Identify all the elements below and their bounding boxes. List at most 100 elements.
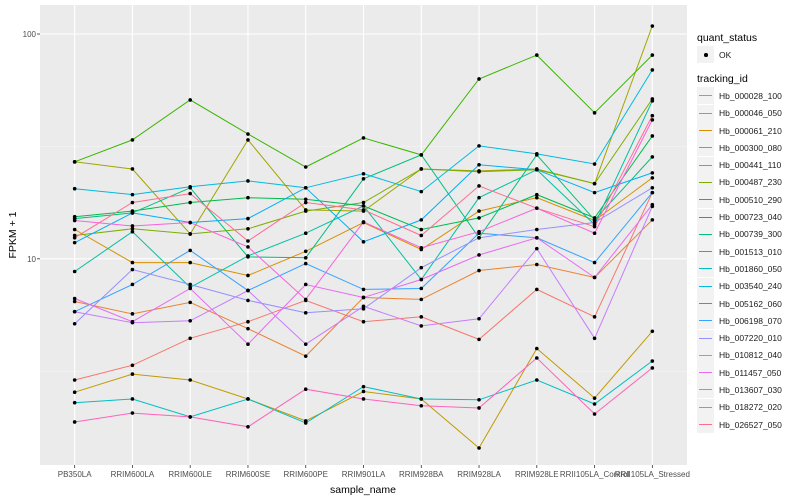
x-tick-label: RRIM600PE xyxy=(283,470,327,479)
data-point xyxy=(419,227,424,232)
data-point xyxy=(130,363,135,368)
line-key-icon xyxy=(697,173,714,191)
x-tick-label: RRIM928LE xyxy=(515,470,559,479)
data-point xyxy=(419,315,424,319)
data-point xyxy=(592,315,597,319)
data-point xyxy=(361,204,366,208)
data-point xyxy=(535,195,539,200)
line-key-icon xyxy=(697,381,714,399)
data-point xyxy=(535,206,539,210)
data-point xyxy=(592,218,597,222)
data-point xyxy=(650,171,655,175)
data-point xyxy=(650,68,655,72)
data-point xyxy=(303,421,308,425)
data-point xyxy=(535,167,539,172)
legend-label: Hb_013607_030 xyxy=(719,384,782,395)
data-point xyxy=(303,282,308,287)
data-point xyxy=(72,296,77,301)
data-point xyxy=(72,321,77,326)
legend-label: Hb_000061_210 xyxy=(719,125,782,136)
data-point xyxy=(246,245,250,249)
data-point xyxy=(419,397,424,401)
data-point xyxy=(419,153,424,157)
data-point xyxy=(130,372,135,376)
data-point xyxy=(303,261,308,266)
data-point xyxy=(477,337,481,342)
data-point xyxy=(419,403,424,408)
data-point xyxy=(72,309,77,314)
data-point xyxy=(246,273,250,278)
data-point xyxy=(188,232,192,236)
data-point xyxy=(246,319,250,324)
data-point xyxy=(650,176,655,180)
data-point xyxy=(592,220,597,225)
data-point xyxy=(188,185,192,189)
data-point xyxy=(419,324,424,328)
y-axis: 100 10 xyxy=(23,30,40,264)
y-tick-label: 100 xyxy=(23,30,37,39)
legend-item: Hb_000487_230 xyxy=(697,173,800,191)
data-point xyxy=(361,240,366,244)
data-point xyxy=(361,304,366,309)
line-key-icon xyxy=(697,329,714,347)
data-point xyxy=(72,227,77,232)
line-key-icon xyxy=(697,139,714,157)
data-point xyxy=(477,144,481,148)
data-point xyxy=(188,260,192,265)
data-point xyxy=(650,185,655,190)
legend-color-title: tracking_id xyxy=(697,73,748,86)
data-point xyxy=(650,329,655,334)
data-point xyxy=(650,99,655,103)
data-point xyxy=(246,424,250,429)
data-point xyxy=(130,211,135,215)
legend-label: Hb_001513_010 xyxy=(719,246,782,257)
point-key-icon xyxy=(697,46,714,64)
legend-item: Hb_005162_060 xyxy=(697,295,800,312)
data-point xyxy=(592,336,597,341)
data-point xyxy=(188,282,192,287)
data-point xyxy=(188,318,192,323)
data-point xyxy=(246,298,250,303)
data-point xyxy=(246,239,250,243)
data-point xyxy=(246,195,250,200)
data-point xyxy=(188,286,192,291)
data-point xyxy=(477,397,481,402)
legend-item: Hb_000723_040 xyxy=(697,208,800,226)
data-point xyxy=(246,342,250,347)
line-key-icon xyxy=(697,260,714,278)
data-point xyxy=(477,169,481,174)
data-point xyxy=(592,111,597,115)
x-tick-label: RRIM600LE xyxy=(168,470,212,479)
legend: quant_status OK tracking_id Hb_000028_10… xyxy=(697,30,800,434)
data-point xyxy=(303,249,308,254)
legend-label: Hb_003540_240 xyxy=(719,281,782,292)
data-point xyxy=(303,256,308,260)
legend-label: Hb_000723_040 xyxy=(719,212,782,223)
data-point xyxy=(592,181,597,186)
data-point xyxy=(361,397,366,401)
legend-item: Hb_010812_040 xyxy=(697,346,800,364)
data-point xyxy=(361,200,366,205)
data-point xyxy=(246,226,250,231)
line-key-icon xyxy=(697,191,714,209)
data-point xyxy=(592,402,597,406)
data-point xyxy=(477,184,481,188)
line-key-icon xyxy=(697,87,714,105)
data-point xyxy=(72,390,77,395)
line-key-icon xyxy=(697,398,714,416)
data-point xyxy=(592,190,597,195)
legend-item: Hb_018272_020 xyxy=(697,398,800,416)
data-point xyxy=(303,209,308,213)
data-point xyxy=(592,396,597,400)
data-point xyxy=(303,231,308,235)
legend-item: Hb_026527_050 xyxy=(697,416,800,434)
data-point xyxy=(361,295,366,300)
data-point xyxy=(130,319,135,324)
legend-shape-title: quant_status xyxy=(697,32,758,44)
legend-item: Hb_000028_100 xyxy=(697,87,800,105)
data-point xyxy=(477,268,481,273)
x-tick-label: RRIM928BA xyxy=(399,470,444,479)
line-key-icon xyxy=(697,277,714,295)
legend-color-items: Hb_000028_100 Hb_000046_050 Hb_000061_210 H… xyxy=(697,87,800,434)
data-point xyxy=(535,227,539,232)
